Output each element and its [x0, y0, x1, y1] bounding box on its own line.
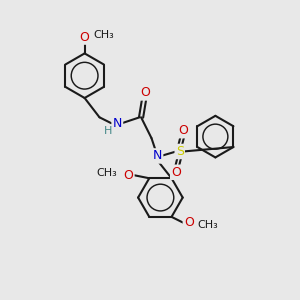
Text: O: O — [141, 86, 151, 99]
Text: N: N — [153, 149, 162, 162]
Text: H: H — [103, 126, 112, 136]
Text: S: S — [176, 145, 184, 158]
Text: N: N — [112, 117, 122, 130]
Text: O: O — [79, 31, 89, 44]
Text: CH₃: CH₃ — [97, 169, 118, 178]
Text: O: O — [124, 169, 134, 182]
Text: O: O — [184, 216, 194, 229]
Text: CH₃: CH₃ — [197, 220, 218, 230]
Text: O: O — [178, 124, 188, 137]
Text: CH₃: CH₃ — [93, 30, 114, 40]
Text: O: O — [171, 166, 181, 179]
